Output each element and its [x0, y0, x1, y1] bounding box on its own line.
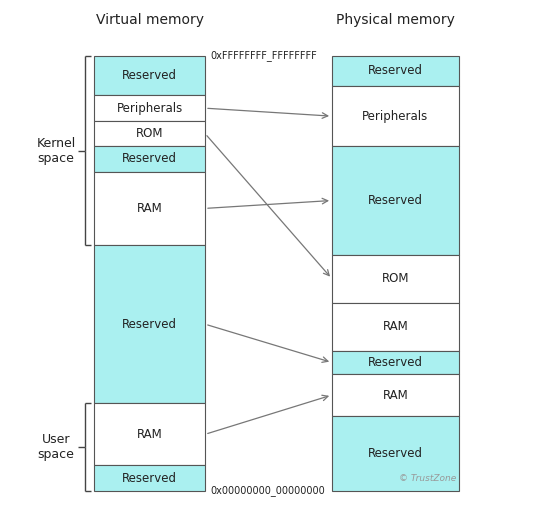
Bar [94, 466, 205, 491]
Text: Reserved: Reserved [368, 194, 423, 207]
Text: 0xFFFFFFFF_FFFFFFFF: 0xFFFFFFFF_FFFFFFFF [211, 50, 317, 62]
Bar [94, 146, 205, 171]
Text: RAM: RAM [137, 202, 162, 215]
Text: User
space: User space [38, 433, 75, 461]
Bar [94, 245, 205, 403]
Bar [332, 86, 459, 146]
Text: Virtual memory: Virtual memory [96, 14, 204, 27]
Bar [94, 95, 205, 121]
Text: Reserved: Reserved [122, 69, 177, 82]
Bar [332, 56, 459, 86]
Text: Peripherals: Peripherals [117, 102, 183, 115]
Bar [94, 56, 205, 95]
Text: ROM: ROM [382, 272, 409, 285]
Text: Reserved: Reserved [368, 447, 423, 460]
Text: Reserved: Reserved [122, 472, 177, 484]
Text: RAM: RAM [382, 320, 408, 333]
Bar [94, 403, 205, 466]
Bar [94, 121, 205, 146]
Bar [332, 416, 459, 491]
Text: Reserved: Reserved [122, 318, 177, 331]
Text: © TrustZone: © TrustZone [399, 474, 456, 483]
Text: RAM: RAM [382, 389, 408, 401]
Bar [332, 146, 459, 255]
Text: ROM: ROM [136, 127, 163, 140]
Text: Peripherals: Peripherals [362, 109, 429, 123]
Bar [94, 171, 205, 245]
Bar [332, 351, 459, 374]
Text: 0x00000000_00000000: 0x00000000_00000000 [211, 485, 325, 496]
Text: Reserved: Reserved [368, 356, 423, 369]
Bar [332, 303, 459, 351]
Text: Reserved: Reserved [122, 153, 177, 166]
Text: Kernel
space: Kernel space [37, 137, 76, 165]
Text: Physical memory: Physical memory [336, 14, 455, 27]
Bar [332, 374, 459, 416]
Bar [332, 255, 459, 303]
Text: Reserved: Reserved [368, 65, 423, 77]
Text: RAM: RAM [137, 428, 162, 441]
